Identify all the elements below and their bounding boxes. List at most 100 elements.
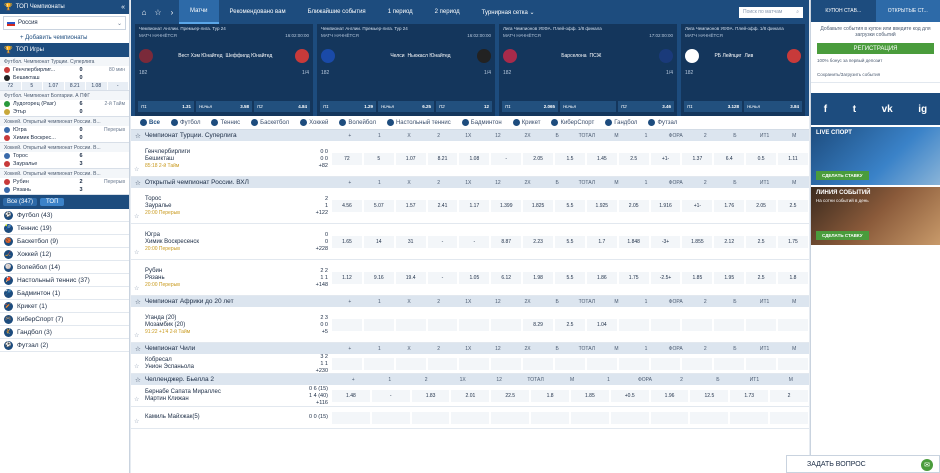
sport-list-item[interactable]: ⚽ Футбол (43) [0, 209, 129, 222]
odd-cell[interactable] [618, 357, 649, 370]
odd-cell[interactable]: 2.05 [523, 152, 554, 165]
more-markets[interactable]: +5 [321, 328, 328, 335]
odd-cell[interactable] [730, 411, 769, 424]
top-game[interactable]: Хоккей. Открытый чемпионат России. В... Т… [0, 143, 129, 169]
odd-cell[interactable]: 5.5 [555, 271, 585, 284]
odd-cell[interactable]: 1.37 [682, 152, 713, 165]
card-odd-button[interactable]: Ничья [560, 101, 616, 112]
event-row[interactable]: Бернабе Сапата Мираллес Мартин Клижан ☆ 0 6… [131, 385, 809, 407]
add-champ-link[interactable]: + Добавить чемпионаты [20, 34, 88, 41]
odd-cell[interactable]: - [108, 82, 129, 90]
odd-cell[interactable]: 0.5 [746, 152, 777, 165]
odd-cell[interactable] [332, 357, 362, 370]
odd-cell[interactable]: 1.75 [618, 271, 649, 284]
featured-match-card[interactable]: Чемпионат Англии. Премьер-лига. Тур 24 МА… [135, 24, 313, 116]
odd-cell[interactable] [459, 357, 490, 370]
odd-cell[interactable]: - [427, 235, 458, 248]
top-champ-header[interactable]: 🏆 ТОП Чемпионаты « [0, 0, 129, 14]
odd-cell[interactable] [411, 411, 450, 424]
odd-cell[interactable]: 2.5 [746, 235, 777, 248]
nav-tab[interactable]: Ближайшие события [307, 9, 366, 15]
odd-cell[interactable] [682, 357, 713, 370]
odd-cell[interactable]: 1.75 [778, 235, 808, 248]
odd-cell[interactable] [395, 318, 426, 331]
odd-cell[interactable] [491, 318, 522, 331]
tab-open-bets[interactable]: ОТКРЫТЫЕ СТ... [875, 0, 940, 22]
odd-cell[interactable] [714, 318, 745, 331]
odd-cell[interactable]: 1.45 [586, 152, 617, 165]
odd-cell[interactable]: +1- [682, 199, 713, 212]
league-header[interactable]: ☆ Чемпионат Чили +1 Х 2 1Х 12 2Х Б ТОТАЛ М 1 ФОРА 2 Б И… [131, 343, 809, 354]
nav-tab[interactable]: Матчи [179, 0, 219, 24]
odd-cell[interactable]: 19.4 [395, 271, 426, 284]
league-header[interactable]: ☆ Чемпионат Африки до 20 лет +1 Х 2 1Х 12 2Х Б ТО… [131, 296, 809, 307]
odd-cell[interactable] [650, 318, 681, 331]
league-header[interactable]: ☆ Челленджер. Бьелла 2 +1 2 1Х 12 ТОТАЛ М 1 ФОРА 2… [131, 374, 809, 385]
odd-cell[interactable]: 2.5 [555, 318, 585, 331]
sport-list-item[interactable]: 🏸 Бадминтон (1) [0, 287, 129, 300]
top-games-header[interactable]: 🏆 ТОП Игры [0, 43, 129, 57]
star-icon[interactable]: ☆ [134, 397, 140, 403]
sport-tab[interactable]: Теннис [206, 119, 245, 126]
odd-cell[interactable] [371, 411, 410, 424]
star-icon[interactable]: ☆ [135, 179, 141, 187]
home-icon[interactable]: ⌂ [141, 7, 147, 17]
odd-cell[interactable]: 6.4 [714, 152, 745, 165]
card-odd-button[interactable]: Ничья 3.58 [196, 101, 252, 112]
ask-question-button[interactable]: ЗАДАТЬ ВОПРОС ✉ [786, 455, 940, 473]
odd-cell[interactable]: 1.855 [682, 235, 713, 248]
odd-cell[interactable]: 8.29 [523, 318, 554, 331]
sport-tab[interactable]: КиберСпорт [546, 119, 599, 126]
odd-cell[interactable]: 1.8 [778, 271, 808, 284]
odd-cell[interactable]: 1.925 [586, 199, 617, 212]
event-row[interactable]: Камиль Майхжак(5) ☆ 0 0 (15) [131, 407, 809, 429]
star-icon[interactable]: ☆ [134, 214, 140, 220]
top-game[interactable]: Хоккей. Открытый чемпионат России. В... Ю… [0, 117, 129, 143]
odd-cell[interactable]: 1.8 [531, 389, 569, 402]
odd-cell[interactable]: 2.12 [714, 235, 745, 248]
odd-cell[interactable] [570, 411, 609, 424]
odd-cell[interactable] [332, 318, 362, 331]
odd-cell[interactable]: 1.848 [618, 235, 649, 248]
odd-cell[interactable] [778, 318, 808, 331]
card-odd-button[interactable]: П2 12 [436, 101, 492, 112]
card-odd-button[interactable]: П1 3.128 [684, 101, 742, 112]
odd-cell[interactable]: 12.5 [690, 389, 729, 402]
odd-cell[interactable]: 5.5 [555, 235, 585, 248]
top-game[interactable]: Футбол. Чемпионат Болгарии. А ПФГ Лудогор… [0, 91, 129, 117]
event-row[interactable]: Торос Зауралье 20:00 Перерыв ☆ 2 1 +122 4.56 5.0… [131, 188, 809, 224]
odd-cell[interactable]: 5.07 [363, 199, 394, 212]
star-icon[interactable]: ☆ [134, 250, 140, 256]
more-markets[interactable]: +228 [315, 245, 328, 252]
odd-cell[interactable]: 1.98 [523, 271, 554, 284]
odd-cell[interactable]: 9.16 [363, 271, 394, 284]
star-icon[interactable]: ☆ [134, 419, 140, 425]
star-icon[interactable]: ☆ [135, 298, 141, 306]
top-game[interactable]: Футбол. Чемпионат Турции. Суперлига Генчл… [0, 57, 129, 91]
sport-tab[interactable]: Все [135, 119, 165, 126]
odd-cell[interactable] [459, 318, 490, 331]
odd-cell[interactable] [746, 318, 777, 331]
league-header[interactable]: ☆ Открытый чемпионат России. ВХЛ +1 Х 2 1Х 12 2… [131, 177, 809, 188]
card-odd-button[interactable]: П1 1.31 [138, 101, 194, 112]
sport-tab[interactable]: Футзал [643, 119, 682, 126]
odd-cell[interactable]: 2.5 [618, 152, 649, 165]
card-odd-button[interactable]: Ничья 6.25 [378, 101, 434, 112]
country-select[interactable]: Россия ⌄ [3, 16, 126, 30]
star-icon[interactable]: ☆ [134, 286, 140, 292]
odd-cell[interactable] [682, 318, 713, 331]
card-odd-button[interactable]: П2 3.46 [618, 101, 674, 112]
sport-tab[interactable]: Гандбол [600, 119, 642, 126]
odd-cell[interactable]: 1.04 [586, 318, 617, 331]
odd-cell[interactable]: 1.83 [411, 389, 450, 402]
card-odd-button[interactable]: П1 2.065 [502, 101, 558, 112]
odd-cell[interactable] [770, 411, 808, 424]
filter-all-button[interactable]: Все (347) [3, 198, 38, 206]
sport-tab[interactable]: Футбол [166, 119, 205, 126]
sport-tab[interactable]: Баскетбол [246, 119, 294, 126]
star-icon[interactable]: ☆ [134, 333, 140, 339]
sport-list-item[interactable]: 🏓 Настольный теннис (37) [0, 274, 129, 287]
odd-cell[interactable]: 1.05 [459, 271, 490, 284]
odd-cell[interactable] [746, 357, 777, 370]
